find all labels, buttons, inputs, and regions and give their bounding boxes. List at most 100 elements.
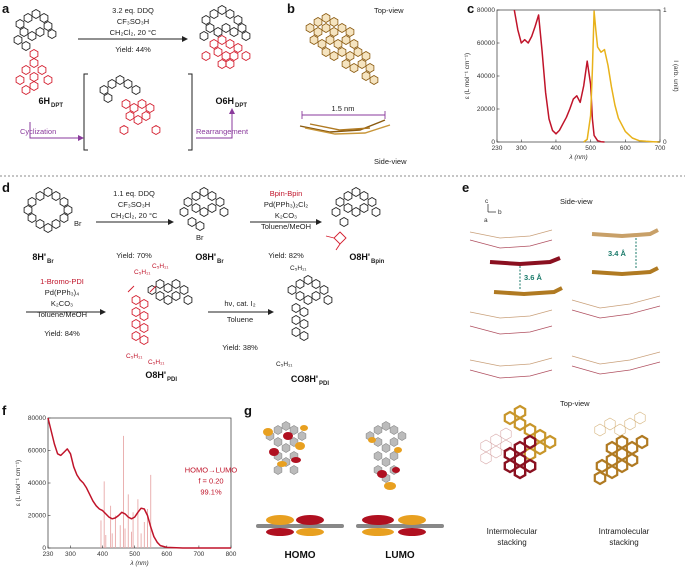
- y-axis-label: ε (L mol⁻¹ cm⁻¹): [464, 53, 471, 99]
- label-scale: 1.5 nm: [332, 104, 355, 113]
- reagent-d2-2: Pd(PPh₃)₂Cl₂: [264, 200, 308, 209]
- arrow-cyclization: [29, 122, 78, 139]
- x-tick-label: 400: [551, 145, 562, 152]
- y-tick-label: 0: [42, 545, 46, 552]
- molecule-8h-br: [23, 187, 73, 233]
- y-tick-label: 80000: [28, 415, 46, 422]
- label-6h-sub: DPT: [51, 103, 63, 109]
- label-cyclization: Cyclization: [20, 127, 56, 136]
- chart-frame: [496, 9, 661, 143]
- yield-a: Yield: 44%: [115, 45, 151, 54]
- y2-tick-label: 1: [663, 7, 667, 14]
- series-line-absorption: [47, 417, 231, 549]
- y-tick-label: 60000: [28, 448, 46, 455]
- stacked-molecule-gold-2: [591, 228, 659, 277]
- bracket-left: [83, 73, 88, 151]
- reagent-d1-1: 1.1 eq. DDQ: [113, 189, 155, 198]
- label-intra-1: Intramolecular: [599, 527, 650, 536]
- reagent-d1-3: CH₂Cl₂, 20 °C: [111, 211, 158, 220]
- label-br-1: Br: [74, 219, 82, 228]
- label-o6h-sub: DPT: [235, 103, 247, 109]
- orbital-homo-side: [256, 515, 344, 536]
- molecule-intermediate-red: [119, 99, 161, 135]
- reagent-d3-2: Pd(PPh₃)₄: [45, 288, 79, 297]
- y2-axis-label: I (arb. unit): [672, 60, 679, 91]
- arrow-rearrangement: [196, 114, 233, 139]
- packing-side-view: [469, 229, 661, 379]
- arrowhead-d4: [268, 309, 274, 315]
- label-side-view-e: Side-view: [560, 197, 593, 206]
- annotation-line: f = 0.20: [198, 477, 223, 486]
- molecule-co8h-pdi: [287, 275, 333, 341]
- x-tick-label: 500: [129, 551, 140, 558]
- reagent-d4-1: hν, cat. I₂: [224, 299, 255, 308]
- label-alkyl-4: C₅H₁₁: [148, 359, 165, 366]
- molecule-6hdpt-pendant: [15, 49, 53, 95]
- stacked-molecule-gold-1: [493, 286, 563, 297]
- x-tick-label: 300: [516, 145, 527, 152]
- arrowhead-d3: [100, 309, 106, 315]
- x-tick-label: 300: [65, 551, 76, 558]
- label-8h: 8H': [32, 252, 46, 262]
- x-axis-label: λ (nm): [568, 154, 587, 161]
- label-lumo: LUMO: [385, 550, 415, 561]
- series-line-absorption: [513, 9, 605, 143]
- panel-label-b: b: [287, 1, 295, 16]
- yield-d1: Yield: 70%: [116, 251, 152, 260]
- label-6h: 6H: [38, 96, 50, 106]
- stacked-molecule-red: [489, 256, 561, 267]
- label-alkyl-2: C₅H₁₁: [152, 263, 169, 270]
- label-o8h-br: O8H': [195, 252, 216, 262]
- y-axis-label: ε (L mol⁻¹ cm⁻¹): [15, 460, 22, 506]
- molecule-o8h-pdi-core: [147, 279, 193, 305]
- panel-label-a: a: [2, 1, 10, 16]
- y-tick-label: 20000: [28, 513, 46, 520]
- y-tick-label: 40000: [477, 73, 495, 80]
- chart-c: 230 300 400 500 600 700020000400006000080000λ…: [464, 7, 679, 161]
- label-alkyl-1: C₅H₁₁: [134, 269, 151, 276]
- x-tick-label: 230: [43, 551, 54, 558]
- y-tick-label: 60000: [477, 40, 495, 47]
- reagent-a2: CF₃SO₃H: [117, 17, 149, 26]
- arrowhead-a: [182, 36, 188, 42]
- label-inter-1: Intermolecular: [487, 527, 538, 536]
- x-tick-label: 700: [193, 551, 204, 558]
- label-side-view-b: Side-view: [374, 157, 407, 166]
- label-o6h: O6H: [215, 96, 234, 106]
- annotation-line: 99.1%: [200, 488, 222, 497]
- y2-tick-label: 0: [663, 139, 667, 146]
- molecule-o6hdpt-core: [201, 35, 251, 69]
- label-alkyl-6: C₅H₁₁: [276, 361, 293, 368]
- orbital-lumo-top: [365, 421, 407, 490]
- x-tick-label: 500: [585, 145, 596, 152]
- packing-top-view-intra: [593, 411, 649, 486]
- label-inter-2: stacking: [497, 538, 526, 547]
- yield-d2: Yield: 82%: [268, 251, 304, 260]
- axis-a: a: [484, 217, 488, 224]
- panel-label-c: c: [467, 1, 474, 16]
- label-o8h-pdi-sub: PDI: [167, 377, 177, 383]
- series-line-emission: [583, 10, 661, 143]
- annotation-line: HOMO→LUMO: [185, 466, 238, 475]
- arrowhead-cyclization: [78, 135, 84, 141]
- orbital-homo-top: [263, 421, 308, 475]
- arrowhead-rearrangement: [229, 108, 235, 114]
- label-d1: 3.4 Å: [608, 249, 627, 258]
- reagent-d2-4: Toluene/MeOH: [261, 222, 311, 231]
- reagent-d3-4: Toluene/MeOH: [37, 310, 87, 319]
- reagent-d2-1: Bpin-Bpin: [270, 189, 303, 198]
- panel-label-d: d: [2, 180, 10, 195]
- molecule-o6hdpt: [199, 5, 251, 41]
- chart-f: 230 300 400 500 600 700 800 0 20000 40000 60000 800…: [15, 415, 237, 567]
- x-axis-label: λ (nm): [129, 560, 148, 567]
- arrowhead-d1: [168, 219, 174, 225]
- panel-label-g: g: [244, 403, 252, 418]
- molecule-intermediate: [99, 75, 141, 103]
- label-rearrangement: Rearrangement: [196, 127, 249, 136]
- panel-label-e: e: [462, 180, 469, 195]
- molecule-o8h-pdi-pdi: [127, 285, 157, 345]
- axis-indicator: [487, 204, 496, 213]
- x-tick-label: 600: [161, 551, 172, 558]
- arrowhead-d2: [316, 219, 322, 225]
